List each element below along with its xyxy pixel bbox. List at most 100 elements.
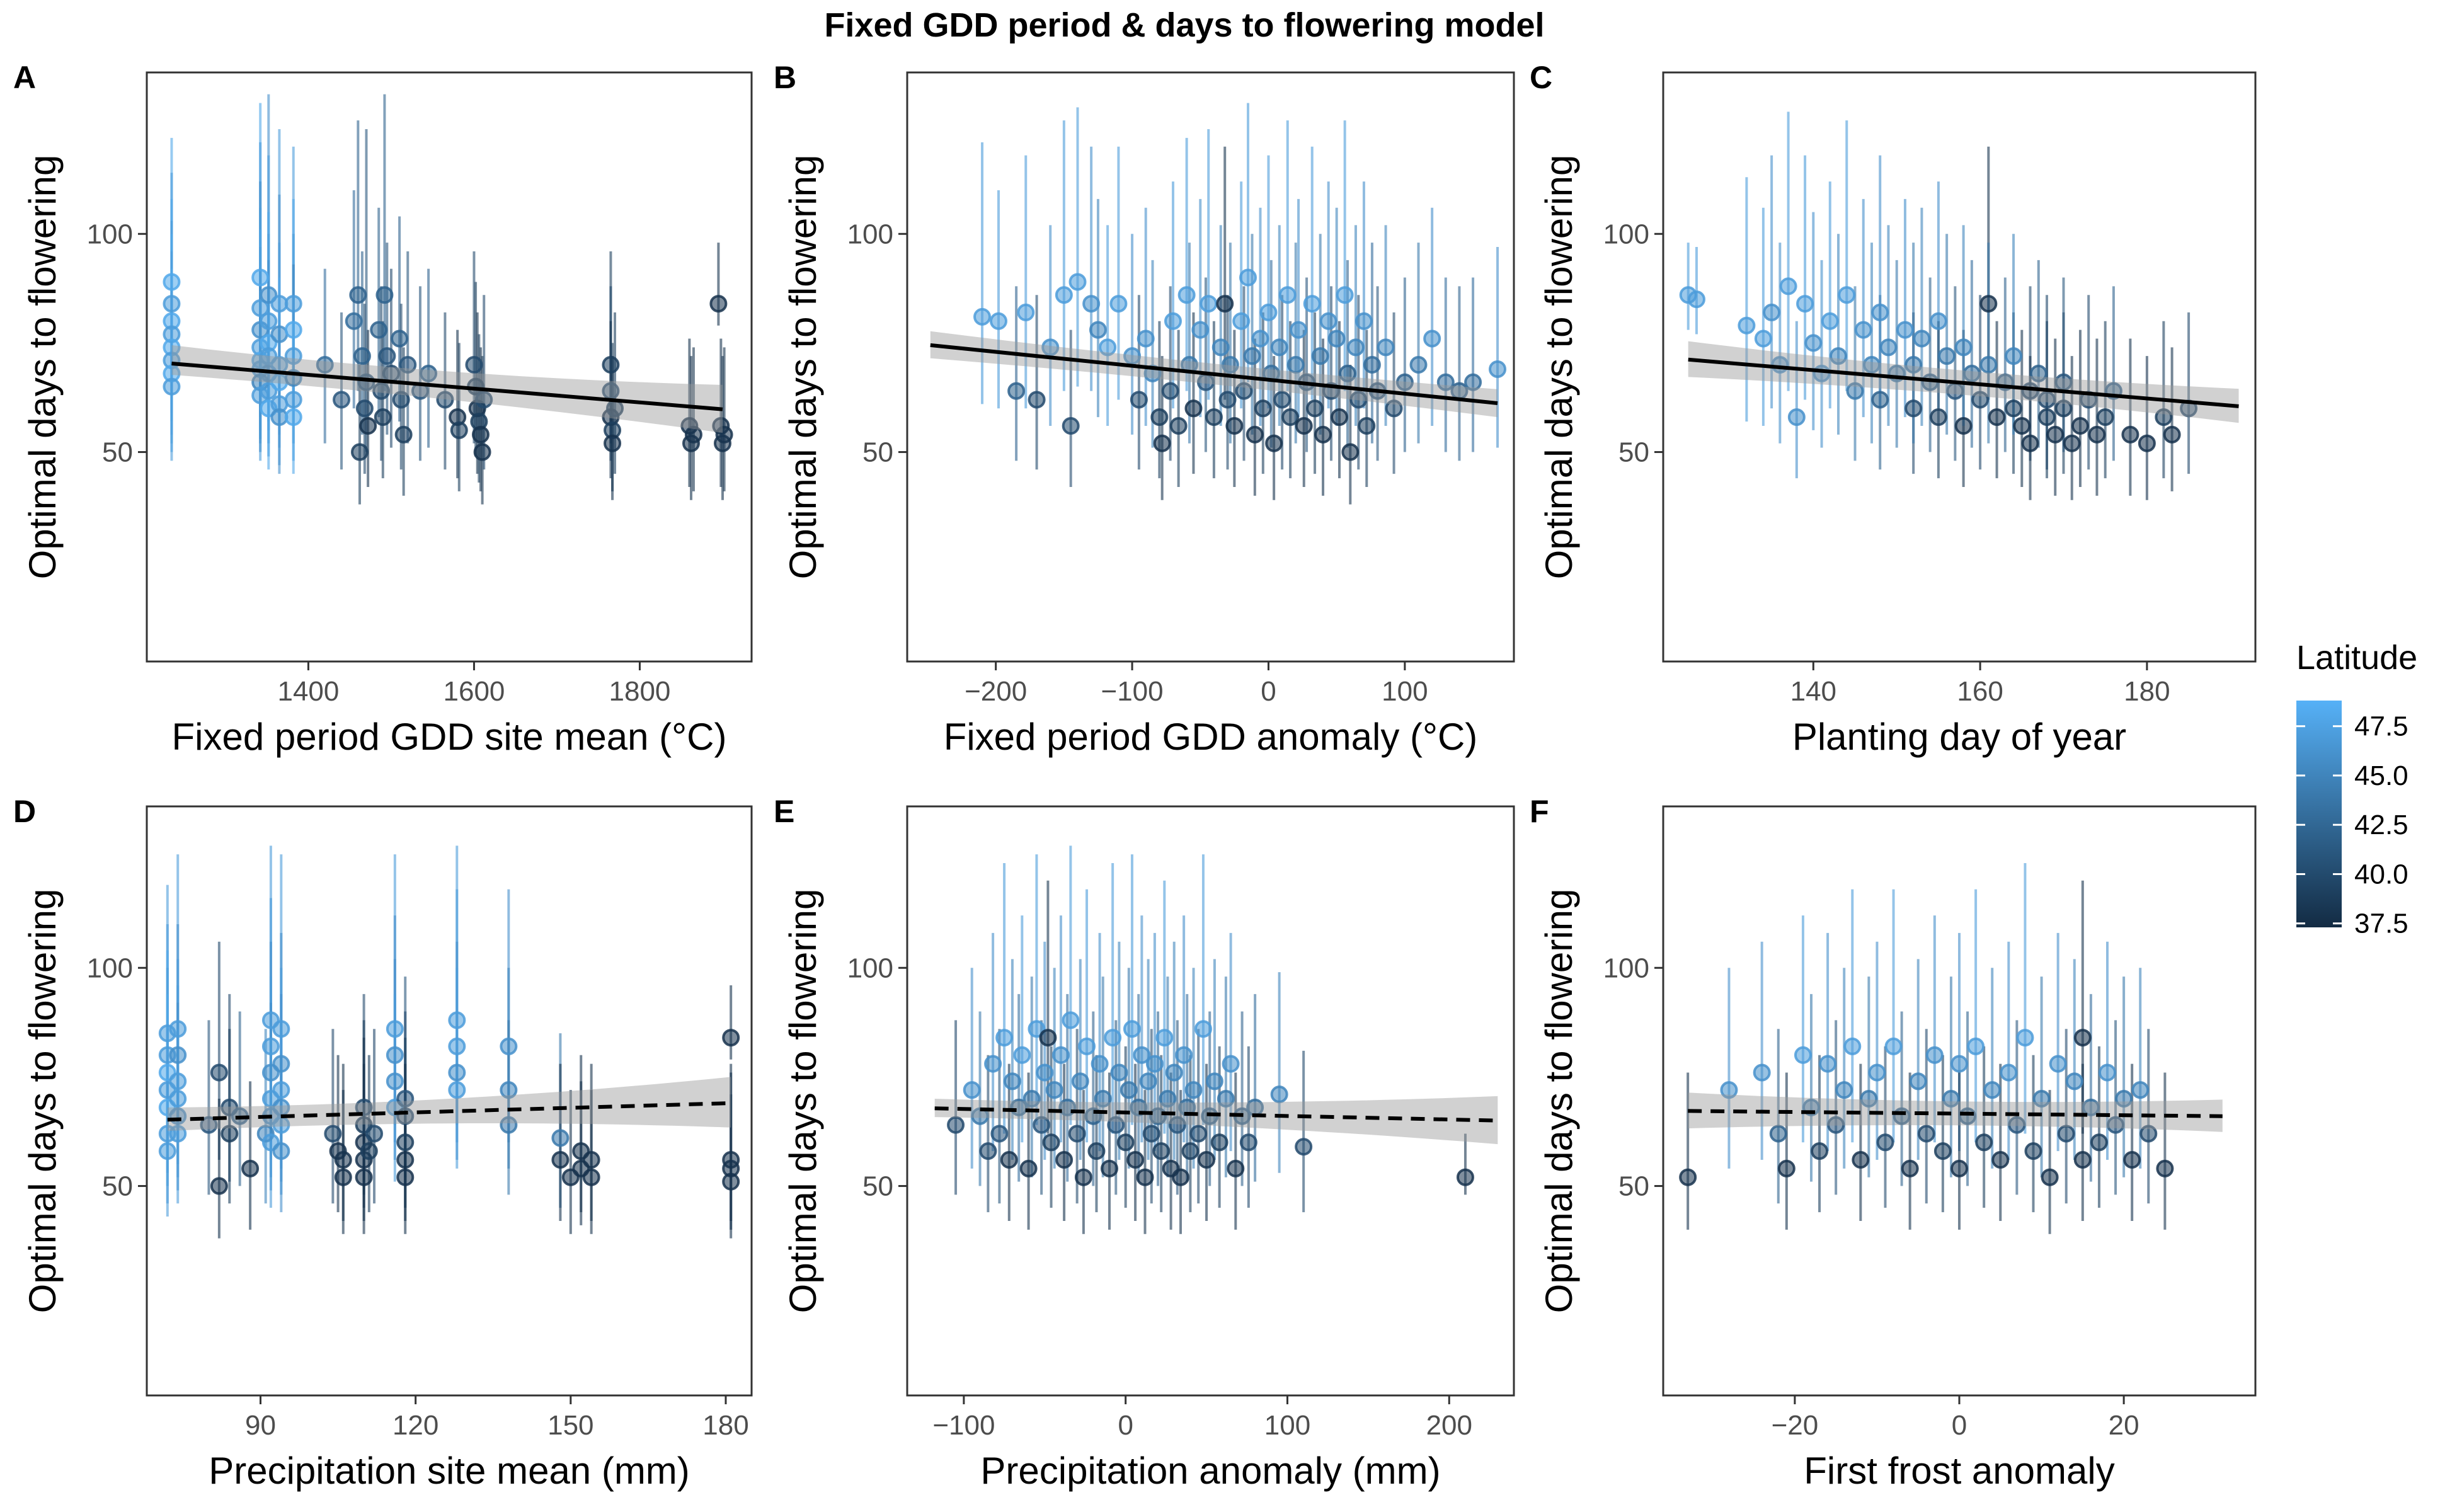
- data-point: [1130, 391, 1148, 409]
- data-point: [2099, 1063, 2116, 1082]
- data-point: [158, 1142, 176, 1160]
- data-point: [1022, 1090, 1041, 1108]
- panel-d: 90 120 150 180 50 100 Precipitation site mean …: [13, 794, 753, 1492]
- x-tick-label: 1400: [277, 676, 339, 707]
- x-axis-title: Precipitation anomaly (mm): [980, 1450, 1440, 1492]
- data-point: [1971, 391, 1990, 409]
- x-axis-title: Precipitation site mean (mm): [209, 1450, 690, 1492]
- data-point: [1341, 443, 1360, 461]
- data-point: [2038, 391, 2056, 409]
- data-point: [722, 1172, 740, 1191]
- data-point: [261, 1037, 280, 1055]
- plot-area: [934, 845, 1498, 1234]
- data-point: [1028, 1020, 1046, 1038]
- data-point: [1099, 338, 1117, 357]
- data-point: [1738, 316, 1756, 335]
- data-point: [1082, 295, 1101, 313]
- data-point: [2123, 1151, 2141, 1169]
- data-point: [334, 1168, 352, 1186]
- x-axis-title: Fixed period GDD anomaly (°C): [944, 716, 1478, 758]
- data-point: [471, 425, 490, 444]
- legend: Latitude 47.5 45.0 42.5 40.0 37.5: [2296, 639, 2417, 939]
- data-point: [169, 1125, 187, 1143]
- data-point: [396, 1168, 415, 1186]
- x-tick-label: 100: [1264, 1410, 1310, 1441]
- data-point: [1107, 1116, 1125, 1134]
- panel-label: B: [774, 60, 796, 95]
- data-point: [963, 1081, 981, 1099]
- data-point: [1246, 425, 1264, 444]
- y-tick-label: 50: [862, 1171, 893, 1202]
- data-point: [1679, 1168, 1697, 1186]
- data-point: [1295, 1138, 1313, 1156]
- data-point: [1854, 321, 1872, 339]
- data-point: [1896, 321, 1914, 339]
- data-point: [1089, 321, 1107, 339]
- data-point: [284, 391, 302, 409]
- panel-border: [1662, 71, 2257, 663]
- data-point: [582, 1151, 600, 1169]
- data-point: [2082, 1098, 2100, 1116]
- data-point: [1232, 312, 1251, 330]
- data-point: [1042, 1133, 1060, 1152]
- data-point: [1409, 356, 1428, 374]
- x-tick-label: −20: [1772, 1410, 1819, 1441]
- data-point: [1720, 1081, 1738, 1099]
- x-tick-label: 120: [392, 1410, 438, 1441]
- x-axis-title: Planting day of year: [1792, 716, 2126, 758]
- x-tick-label: 180: [702, 1410, 748, 1441]
- data-point: [334, 1151, 352, 1169]
- data-point: [1137, 329, 1155, 348]
- data-point: [2139, 1125, 2158, 1143]
- data-point: [1871, 303, 1889, 321]
- data-point: [1349, 391, 1368, 409]
- data-point: [448, 1081, 466, 1099]
- y-tick-label: 100: [1603, 953, 1649, 983]
- data-point: [1227, 1159, 1245, 1177]
- data-point: [1152, 1142, 1171, 1160]
- data-point: [2057, 1125, 2075, 1143]
- data-point: [169, 1072, 187, 1091]
- data-point: [365, 1125, 384, 1143]
- data-point: [1068, 1125, 1086, 1143]
- panel-label: C: [1530, 60, 1552, 95]
- panel-label: A: [13, 60, 36, 95]
- data-point: [169, 1020, 187, 1038]
- data-point: [1303, 295, 1321, 313]
- x-tick-label: 0: [1261, 676, 1276, 707]
- data-point: [448, 1011, 466, 1029]
- y-tick-label: 100: [847, 953, 893, 983]
- data-point: [1110, 1063, 1128, 1082]
- panel-e: −100 0 100 200 50 100 Precipitation anomaly (m…: [774, 794, 1515, 1492]
- y-tick-label: 50: [102, 437, 133, 468]
- data-point: [1028, 391, 1046, 409]
- y-axis-title: Optimal days to flowering: [782, 889, 824, 1314]
- data-point: [1979, 295, 1998, 313]
- data-point: [163, 295, 181, 313]
- data-point: [1991, 1151, 2010, 1169]
- data-point: [473, 443, 491, 461]
- legend-title: Latitude: [2296, 639, 2417, 677]
- data-point: [1884, 1037, 1903, 1055]
- data-point: [1314, 425, 1332, 444]
- x-tick-label: 90: [245, 1410, 276, 1441]
- data-point: [2156, 1159, 2174, 1177]
- x-tick-label: 0: [1952, 1410, 1967, 1441]
- y-tick-label: 50: [1618, 437, 1649, 468]
- y-axis-title: Optimal days to flowering: [21, 155, 64, 580]
- data-point: [1879, 338, 1898, 357]
- data-point: [995, 1029, 1014, 1047]
- data-point: [1909, 1072, 1927, 1091]
- data-point: [1243, 347, 1261, 365]
- data-point: [2005, 347, 2023, 365]
- data-point: [1218, 391, 1237, 409]
- data-point: [1133, 1046, 1151, 1064]
- data-point: [163, 377, 181, 396]
- data-point: [1155, 1029, 1174, 1047]
- data-point: [355, 1098, 373, 1116]
- data-point: [1142, 1125, 1160, 1143]
- x-tick-label: 140: [1790, 676, 1836, 707]
- confidence-band: [1688, 1092, 2223, 1132]
- data-point: [272, 1020, 290, 1038]
